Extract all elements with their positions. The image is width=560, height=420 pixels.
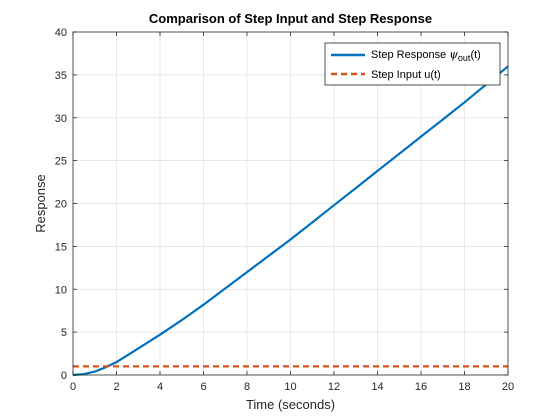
y-tick-label: 10 [55, 284, 67, 296]
x-tick-label: 12 [328, 381, 340, 393]
series-line-step-response [72, 65, 509, 377]
x-tick-label: 8 [244, 381, 250, 393]
x-tick-label: 6 [200, 381, 206, 393]
y-tick-label: 20 [55, 199, 67, 211]
legend-entry-step-input: Step Input u(t) [371, 69, 441, 81]
legend-suffix: (t) [470, 49, 480, 61]
legend-subscript: out [458, 53, 471, 63]
x-tick-label: 18 [458, 381, 470, 393]
x-tick-label: 0 [70, 381, 76, 393]
y-tick-label: 35 [55, 70, 67, 82]
legend-main-text: Step Response [371, 49, 449, 61]
x-tick-label: 4 [157, 381, 163, 393]
y-tick-label: 25 [55, 156, 67, 168]
series-layer [72, 65, 509, 377]
y-tick-label: 0 [61, 370, 67, 382]
x-axis-label: Time (seconds) [246, 397, 335, 412]
x-tick-label: 10 [284, 381, 296, 393]
legend: Step Response ψout(t) Step Input u(t) [324, 42, 501, 86]
y-tick-label: 15 [55, 241, 67, 253]
legend-entry-step-response: Step Response ψout(t) [371, 48, 481, 63]
legend-box [324, 42, 501, 86]
ticks: 0 2 4 6 8 10 12 14 16 18 20 0 5 10 15 20 25 30 35 40 [55, 27, 514, 393]
x-tick-label: 2 [113, 381, 119, 393]
x-tick-label: 16 [415, 381, 427, 393]
y-axis-label: Response [33, 174, 48, 233]
y-tick-label: 30 [55, 113, 67, 125]
chart-title: Comparison of Step Input and Step Respon… [149, 11, 432, 26]
y-tick-label: 40 [55, 27, 67, 39]
legend-psi-symbol: ψ [449, 48, 458, 61]
x-tick-label: 14 [371, 381, 383, 393]
y-tick-label: 5 [61, 327, 67, 339]
x-tick-label: 20 [502, 381, 514, 393]
